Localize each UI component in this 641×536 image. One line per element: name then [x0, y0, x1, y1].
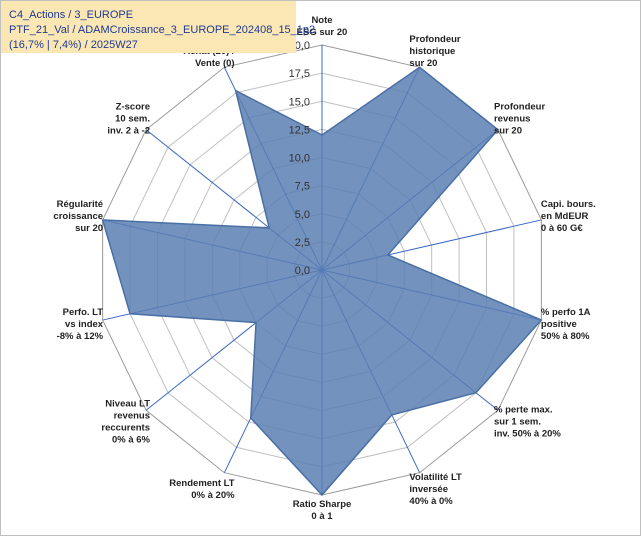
axis-label-line: en MdEUR: [541, 211, 589, 222]
tick-label: 2,5: [295, 237, 310, 249]
axis-label-line: % perfo 1A: [541, 307, 591, 318]
axis-label-line: positive: [541, 319, 577, 330]
axis-label-line: 0% à 20%: [191, 490, 235, 501]
axis-label-line: Capi. bours.: [541, 199, 596, 210]
axis-label-line: sur 20: [494, 125, 522, 136]
axis-label-line: Note: [311, 15, 332, 26]
radial-tick-labels: 0,02,55,07,510,012,515,017,520,0: [289, 40, 310, 277]
axis-label-line: Profondeur: [494, 101, 545, 112]
axis-label-line: historique: [409, 46, 455, 57]
tick-label: 5,0: [295, 209, 310, 221]
axis-label-line: sur 1 sem.: [494, 417, 541, 428]
axis-label-line: 40% à 0%: [409, 496, 453, 507]
chart-header: C4_Actions / 3_EUROPE PTF_21_Val / ADAMC…: [1, 1, 315, 53]
axis-label-line: % perte max.: [494, 405, 553, 416]
header-line-week: (16,7% | 7,4%) / 2025W27: [9, 39, 138, 51]
axis-label-line: revenus: [494, 113, 530, 124]
axis-label-line: revenus: [114, 411, 150, 422]
axis-label-line: Niveau LT: [105, 399, 150, 410]
axis-label-line: Perfo. LT: [63, 307, 104, 318]
axis-label-line: 10 sem.: [115, 113, 150, 124]
axis-label-line: sur 20: [409, 58, 437, 69]
axis-label: % perte max.sur 1 sem.inv. 50% à 20%: [494, 405, 561, 440]
header-line-portfolio: C4_Actions / 3_EUROPE: [9, 9, 134, 21]
axis-label-line: reccurents: [101, 423, 150, 434]
tick-label: 12,5: [289, 124, 310, 136]
axis-label-line: 0% à 6%: [112, 435, 151, 446]
axis-label-line: 0 à 60 G€: [541, 223, 583, 234]
tick-label: 7,5: [295, 181, 310, 193]
axis-label-line: -8% à 12%: [57, 331, 104, 342]
axis-label: Rendement LT0% à 20%: [169, 478, 235, 501]
header-line-fund: PTF_21_Val / ADAMCroissance_3_EUROPE_202…: [9, 24, 316, 36]
axis-label-line: croissance: [53, 211, 103, 222]
tick-label: 0,0: [295, 265, 310, 277]
axis-label-line: ESG sur 20: [297, 27, 348, 38]
axis-label-line: vs index: [65, 319, 104, 330]
tick-label: 10,0: [289, 153, 310, 165]
axis-label-line: inv. 2 à -2: [107, 125, 150, 136]
axis-label-line: 50% à 80%: [541, 331, 590, 342]
axis-label-line: Rendement LT: [169, 478, 234, 489]
axis-label-line: Régularité: [57, 199, 103, 210]
axis-label-line: Profondeur: [409, 34, 460, 45]
axis-label-line: inv. 50% à 20%: [494, 429, 561, 440]
axis-label-line: inversée: [409, 484, 448, 495]
tick-label: 15,0: [289, 96, 310, 108]
tick-label: 17,5: [289, 68, 310, 80]
axis-label-line: 0 à 1: [311, 511, 333, 522]
axis-label-line: sur 20: [75, 223, 103, 234]
axis-label-line: Vente (0): [195, 58, 235, 69]
axis-label-line: Volatilité LT: [409, 472, 462, 483]
axis-label-line: Z-score: [116, 101, 150, 112]
series-area: [101, 66, 543, 497]
axis-label-line: Ratio Sharpe: [293, 499, 352, 510]
